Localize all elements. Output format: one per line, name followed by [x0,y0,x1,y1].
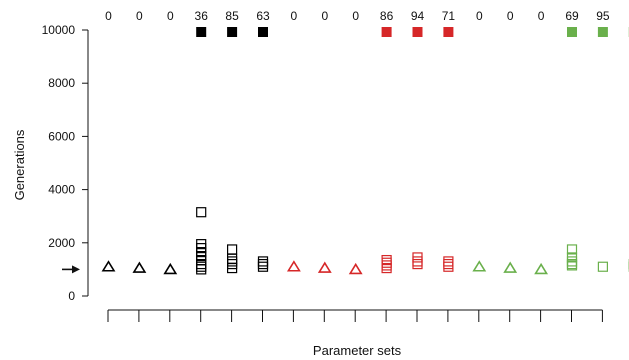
square-point [257,256,269,267]
y-tick-label: 6000 [48,129,75,143]
count-label: 85 [225,9,239,23]
count-label: 0 [291,9,298,23]
data-points [101,27,629,275]
count-label: 0 [507,9,514,23]
square-point [381,262,392,274]
triangle-point [132,261,147,273]
y-tick-label: 4000 [48,183,75,197]
square-point [381,257,392,268]
count-label: 0 [321,9,328,23]
capped-square-point [443,27,454,37]
count-label: 0 [136,9,143,23]
count-label: 0 [476,9,483,23]
triangle-point [503,261,518,273]
triangle-point [286,260,301,272]
count-label: 86 [380,9,394,23]
reference-arrow [62,265,80,274]
count-label: 95 [596,9,610,23]
square-point [196,264,207,275]
count-label: 94 [411,9,425,23]
square-point [443,258,454,270]
square-point [566,244,578,255]
y-tick-label: 2000 [48,236,75,250]
square-point [257,261,269,272]
y-axis: 0 2000 4000 6000 8000 10000 [42,23,89,303]
square-point [412,258,423,270]
count-label: 0 [105,9,112,23]
x-axis [107,309,603,322]
triangle-point [101,260,116,272]
count-label: 0 [352,9,359,23]
y-tick-label: 0 [68,289,75,303]
triangle-point [163,262,178,275]
square-point [196,207,207,218]
square-point [443,261,454,272]
square-point [566,260,578,271]
count-label: 71 [442,9,456,23]
triangle-point [348,262,363,275]
y-tick-label: 8000 [48,76,75,90]
top-counts: 00036856300086947100069957 [105,9,610,23]
square-point [381,260,392,271]
count-label: 63 [256,9,270,23]
capped-square-point [567,27,577,37]
capped-square-point [381,27,392,37]
square-point [227,256,238,267]
capped-square-point [196,27,207,37]
capped-square-point [227,27,238,37]
x-axis-title: Parameter sets [313,343,402,358]
count-label: 36 [195,9,209,23]
count-label: 69 [565,9,579,23]
square-point [443,256,454,267]
square-point [196,261,207,272]
capped-square-point [258,27,268,37]
triangle-point [472,260,487,272]
count-label: 0 [167,9,174,23]
square-point [257,258,269,270]
triangle-point [534,262,549,275]
y-tick-label: 10000 [42,23,76,37]
square-point [227,244,238,255]
capped-square-point [412,27,423,37]
capped-square-point [597,27,608,37]
arrow-head [72,265,80,274]
square-point [597,261,609,272]
y-axis-title: Generations [12,129,27,200]
square-point [227,253,238,264]
count-label: 0 [538,9,545,23]
triangle-point [317,261,332,273]
square-point [227,262,238,274]
